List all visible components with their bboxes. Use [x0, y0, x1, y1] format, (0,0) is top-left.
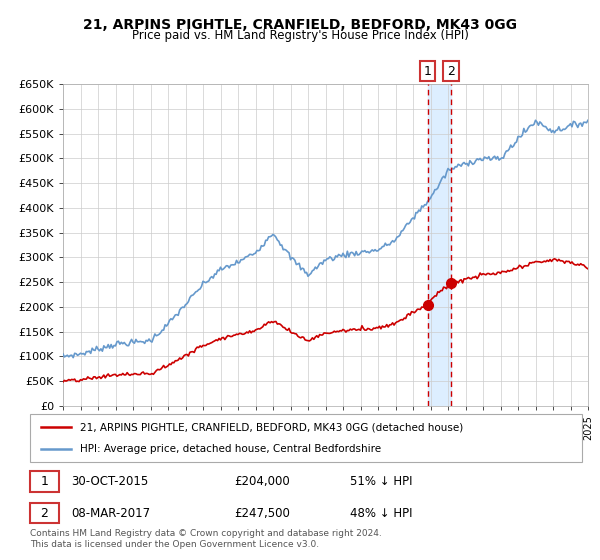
- Text: 2: 2: [40, 506, 48, 520]
- Text: 21, ARPINS PIGHTLE, CRANFIELD, BEDFORD, MK43 0GG: 21, ARPINS PIGHTLE, CRANFIELD, BEDFORD, …: [83, 18, 517, 32]
- Text: 2: 2: [447, 64, 455, 78]
- Text: 08-MAR-2017: 08-MAR-2017: [71, 506, 151, 520]
- Text: 1: 1: [40, 475, 48, 488]
- Text: 51% ↓ HPI: 51% ↓ HPI: [350, 475, 413, 488]
- Bar: [428, 84, 451, 406]
- Text: £204,000: £204,000: [234, 475, 290, 488]
- Text: 1: 1: [424, 64, 431, 78]
- Text: 30-OCT-2015: 30-OCT-2015: [71, 475, 149, 488]
- Text: HPI: Average price, detached house, Central Bedfordshire: HPI: Average price, detached house, Cent…: [80, 444, 381, 454]
- FancyBboxPatch shape: [30, 414, 582, 462]
- Text: 21, ARPINS PIGHTLE, CRANFIELD, BEDFORD, MK43 0GG (detached house): 21, ARPINS PIGHTLE, CRANFIELD, BEDFORD, …: [80, 422, 463, 432]
- Text: Price paid vs. HM Land Registry's House Price Index (HPI): Price paid vs. HM Land Registry's House …: [131, 29, 469, 42]
- Text: Contains HM Land Registry data © Crown copyright and database right 2024.
This d: Contains HM Land Registry data © Crown c…: [30, 529, 382, 549]
- Text: 48% ↓ HPI: 48% ↓ HPI: [350, 506, 413, 520]
- FancyBboxPatch shape: [30, 503, 59, 523]
- Text: £247,500: £247,500: [234, 506, 290, 520]
- FancyBboxPatch shape: [30, 471, 59, 492]
